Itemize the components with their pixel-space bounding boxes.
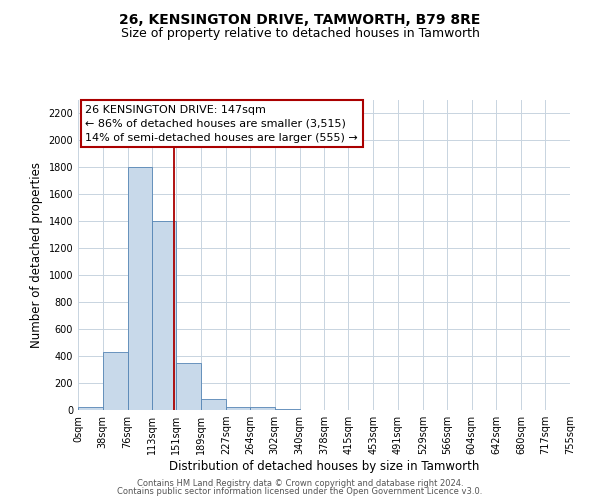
Bar	[250, 408, 275, 410]
Bar	[128, 168, 152, 410]
X-axis label: Distribution of detached houses by size in Tamworth: Distribution of detached houses by size …	[169, 460, 479, 473]
Bar	[201, 399, 226, 410]
Bar	[103, 352, 128, 410]
Bar	[176, 363, 201, 410]
Text: 26, KENSINGTON DRIVE, TAMWORTH, B79 8RE: 26, KENSINGTON DRIVE, TAMWORTH, B79 8RE	[119, 12, 481, 26]
Text: Contains public sector information licensed under the Open Government Licence v3: Contains public sector information licen…	[118, 487, 482, 496]
Text: 26 KENSINGTON DRIVE: 147sqm
← 86% of detached houses are smaller (3,515)
14% of : 26 KENSINGTON DRIVE: 147sqm ← 86% of det…	[85, 104, 358, 142]
Y-axis label: Number of detached properties: Number of detached properties	[30, 162, 43, 348]
Bar	[152, 222, 176, 410]
Text: Contains HM Land Registry data © Crown copyright and database right 2024.: Contains HM Land Registry data © Crown c…	[137, 478, 463, 488]
Text: Size of property relative to detached houses in Tamworth: Size of property relative to detached ho…	[121, 28, 479, 40]
Bar	[226, 406, 250, 410]
Bar	[78, 408, 103, 410]
